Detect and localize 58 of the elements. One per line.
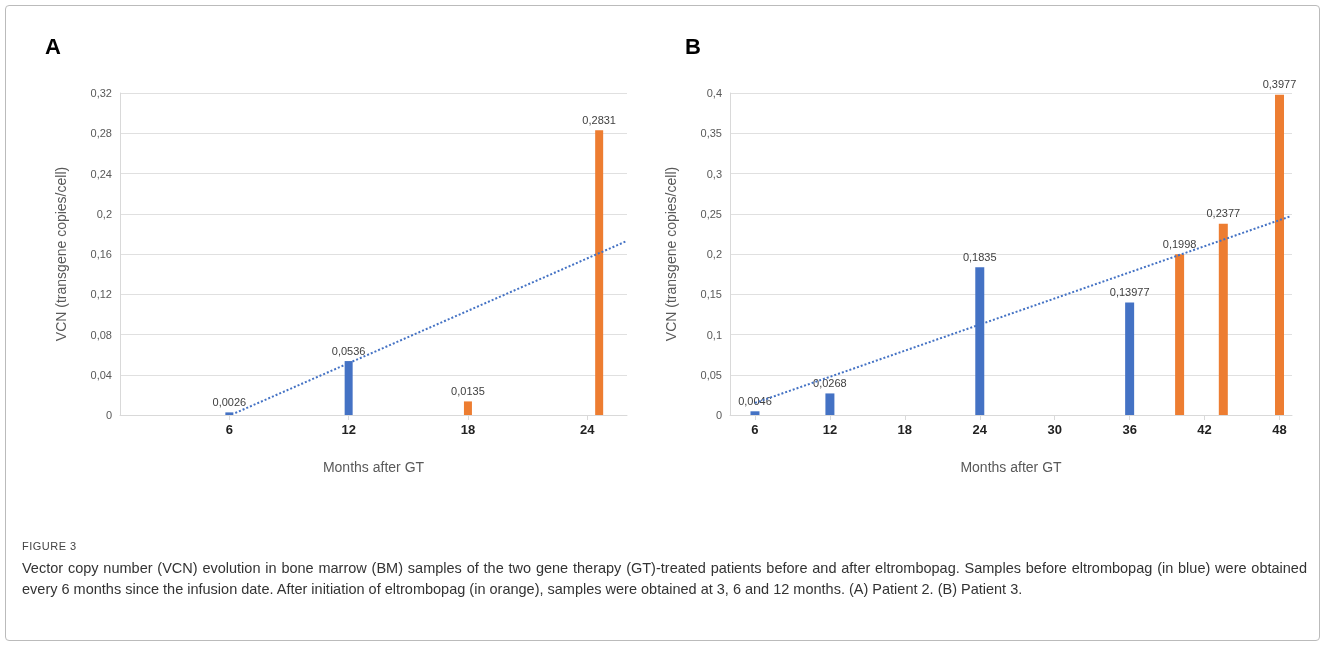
x-tick-label: 6 bbox=[225, 422, 233, 437]
y-tick-label: 0 bbox=[105, 409, 112, 421]
data-label: 0,0026 bbox=[212, 395, 247, 408]
bar bbox=[1275, 94, 1285, 415]
x-tick-label: 18 bbox=[897, 422, 913, 437]
x-tick-label: 36 bbox=[1122, 422, 1137, 437]
x-tick-label: 24 bbox=[580, 422, 596, 437]
caption: FIGURE 3 bbox=[22, 540, 78, 552]
y-tick-label: 0,3 bbox=[706, 167, 722, 180]
data-label: 0,1998 bbox=[1162, 237, 1197, 250]
data-label: 0,0536 bbox=[331, 344, 366, 357]
data-label: 0,3977 bbox=[1262, 78, 1297, 91]
y-tick-label: 0,25 bbox=[700, 207, 722, 220]
bar bbox=[595, 130, 604, 415]
y-tick-label: 0,35 bbox=[700, 127, 722, 140]
data-label: 0,2831 bbox=[582, 113, 616, 126]
y-tick-label: 0,1 bbox=[706, 328, 722, 341]
y-tick-label: 0,05 bbox=[700, 368, 722, 381]
x-axis-title: Months after GT bbox=[322, 459, 425, 475]
y-tick-label: 0,15 bbox=[700, 288, 722, 301]
x-tick-label: 30 bbox=[1047, 422, 1062, 437]
data-label: 0,2377 bbox=[1206, 207, 1241, 220]
x-tick-label: 42 bbox=[1197, 422, 1212, 437]
data-label: 0,13977 bbox=[1109, 285, 1150, 298]
bar bbox=[825, 393, 835, 415]
y-tick-label: 0,24 bbox=[90, 167, 112, 180]
x-tick-label: 24 bbox=[972, 422, 988, 437]
bar bbox=[225, 412, 234, 415]
bar bbox=[750, 411, 760, 415]
y-axis-title: VCN (transgene copies/cell) bbox=[53, 166, 69, 342]
y-axis-title: VCN (transgene copies/cell) bbox=[663, 166, 679, 342]
x-tick-label: 12 bbox=[822, 422, 838, 437]
y-tick-label: 0,28 bbox=[90, 127, 112, 140]
bar bbox=[1175, 254, 1185, 415]
data-label: 0,0135 bbox=[451, 384, 485, 397]
text: Vector copy number (VCN) evolution in bone marrow (BM) samples of the two gene therapy (GT)-treated patients before and after eltrombopag. Samples before eltrombopag (in blue) were obtained every 6 months since the infusion date. After initiation of eltrombopag (in orange), samples were obtained at 3, 6 and 12 months. (A) Patient 2. (B) Patient 3. bbox=[22, 559, 1307, 599]
data-label: 0,1835 bbox=[962, 250, 997, 263]
x-tick-label: 12 bbox=[341, 422, 356, 437]
bar bbox=[1218, 223, 1228, 415]
data-label: 0,0268 bbox=[813, 376, 847, 389]
x-axis-title: Months after GT bbox=[960, 459, 1063, 475]
y-tick-label: 0,04 bbox=[90, 368, 112, 381]
data-label: 0,0046 bbox=[738, 394, 772, 407]
chart-title: B bbox=[685, 33, 701, 59]
x-tick-label: 18 bbox=[460, 422, 476, 437]
y-tick-label: 0,2 bbox=[706, 248, 722, 260]
x-tick-label: 6 bbox=[751, 422, 759, 437]
y-tick-label: 0,12 bbox=[90, 288, 112, 301]
y-tick-label: 0 bbox=[715, 409, 722, 421]
bar bbox=[463, 401, 472, 415]
x-tick-label: 48 bbox=[1272, 422, 1287, 437]
y-tick-label: 0,2 bbox=[96, 207, 112, 220]
bar bbox=[1125, 302, 1135, 415]
chart-title: A bbox=[45, 33, 61, 59]
y-tick-label: 0,16 bbox=[90, 248, 112, 260]
y-tick-label: 0,4 bbox=[706, 87, 722, 99]
y-tick-label: 0,08 bbox=[90, 328, 112, 341]
y-tick-label: 0,32 bbox=[90, 87, 112, 99]
